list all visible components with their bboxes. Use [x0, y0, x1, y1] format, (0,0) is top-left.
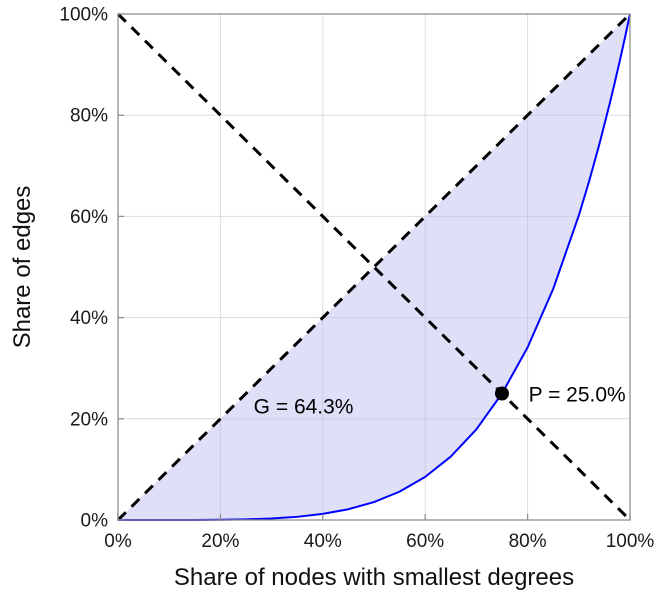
- intersection-point: [495, 386, 509, 401]
- x-tick-label: 100%: [606, 531, 655, 552]
- y-tick-label: 40%: [70, 308, 108, 329]
- y-axis-label: Share of edges: [9, 186, 36, 349]
- y-tick-label: 0%: [81, 511, 109, 532]
- y-tick-label: 80%: [70, 106, 108, 127]
- chart-layers: 0% 20% 40% 60% 80% 100% 0% 20% 40% 60% 80% 100% G = …: [59, 5, 654, 553]
- x-tick-label: 0%: [104, 531, 132, 552]
- x-tick-label: 60%: [406, 531, 444, 552]
- gini-label: G = 64.3%: [254, 396, 354, 419]
- equality-diagonal-line: [116, 12, 632, 522]
- plot-frame: [117, 13, 631, 521]
- y-tick-label: 20%: [70, 409, 108, 430]
- x-axis-label: Share of nodes with smallest degrees: [174, 564, 574, 591]
- x-tick-label: 40%: [304, 531, 342, 552]
- x-tick-label: 20%: [201, 531, 239, 552]
- y-tick-label: 60%: [70, 207, 108, 228]
- anti-diagonal-line: [116, 12, 632, 522]
- point-label: P = 25.0%: [529, 384, 626, 407]
- x-tick-label: 80%: [509, 531, 547, 552]
- y-tick-label: 100%: [59, 5, 108, 26]
